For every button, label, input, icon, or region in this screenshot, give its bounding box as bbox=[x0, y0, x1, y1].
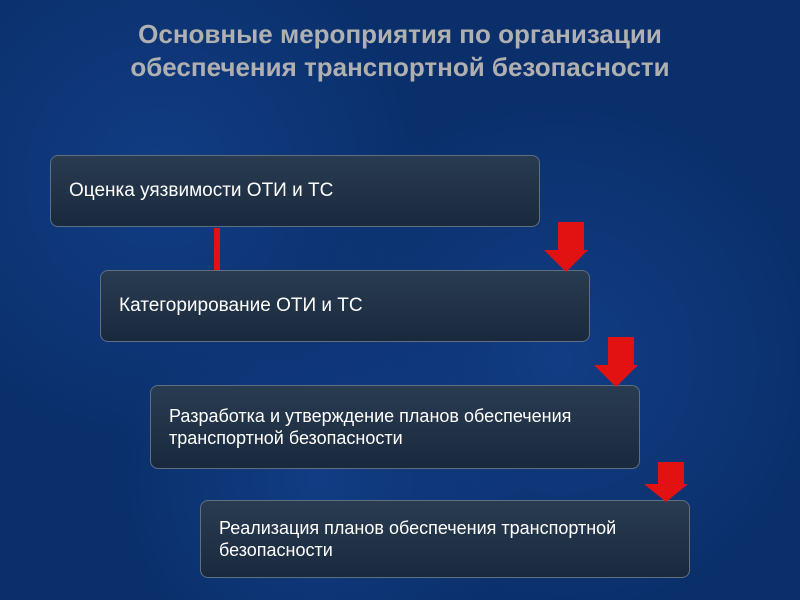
arrow-3 bbox=[653, 462, 688, 502]
arrow-1 bbox=[553, 222, 588, 272]
connector-line bbox=[214, 228, 220, 270]
slide: Основные мероприятия по организации обес… bbox=[0, 0, 800, 600]
step-2-text: Категорирование ОТИ и ТС bbox=[119, 294, 363, 318]
title-line-2: обеспечения транспортной безопасности bbox=[130, 52, 669, 82]
arrow-2 bbox=[603, 337, 638, 387]
arrow-shaft bbox=[658, 462, 684, 484]
arrow-shaft bbox=[558, 222, 584, 250]
step-2: Категорирование ОТИ и ТС bbox=[100, 270, 590, 342]
arrow-head-icon bbox=[644, 484, 688, 502]
arrow-head-icon bbox=[594, 365, 638, 387]
step-3: Разработка и утверждение планов обеспече… bbox=[150, 385, 640, 469]
step-1-text: Оценка уязвимости ОТИ и ТС bbox=[69, 179, 333, 203]
title-line-1: Основные мероприятия по организации bbox=[138, 19, 662, 49]
step-4: Реализация планов обеспечения транспортн… bbox=[200, 500, 690, 578]
step-1: Оценка уязвимости ОТИ и ТС bbox=[50, 155, 540, 227]
step-3-text: Разработка и утверждение планов обеспече… bbox=[169, 405, 621, 450]
arrow-head-icon bbox=[544, 250, 588, 272]
arrow-shaft bbox=[608, 337, 634, 365]
step-4-text: Реализация планов обеспечения транспортн… bbox=[219, 517, 671, 562]
slide-title: Основные мероприятия по организации обес… bbox=[50, 18, 750, 83]
